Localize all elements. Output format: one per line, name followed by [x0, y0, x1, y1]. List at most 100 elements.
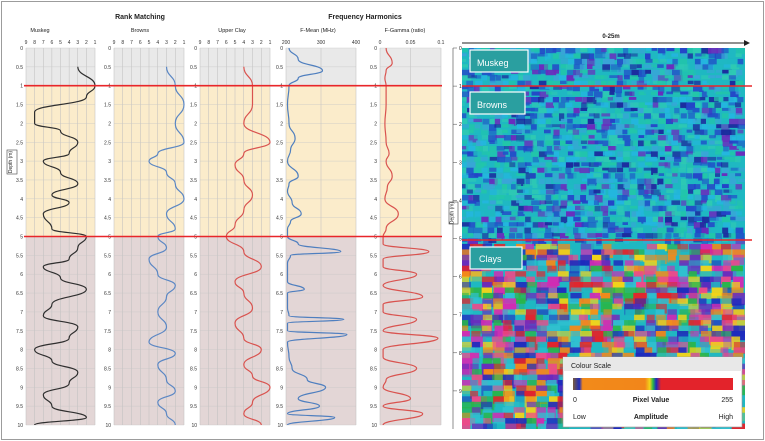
- radargram-cell: [489, 140, 498, 144]
- radargram-cell: [530, 216, 541, 222]
- radargram-cell: [509, 80, 516, 86]
- radargram-cell: [497, 151, 506, 159]
- radargram-cell: [471, 331, 481, 338]
- radargram-cell: [631, 69, 642, 77]
- radargram-cell: [523, 184, 530, 188]
- radargram-cell: [581, 238, 587, 244]
- radargram-cell: [472, 303, 487, 311]
- radargram-cell: [721, 303, 732, 314]
- y-tick-label: 2: [280, 121, 283, 127]
- radargram-cell: [566, 222, 573, 227]
- radargram-cell: [539, 162, 547, 167]
- radargram-cell: [489, 167, 497, 172]
- radargram-tick-label: 5: [459, 237, 462, 243]
- radargram-cell: [657, 97, 667, 103]
- svg-text:Depth (m): Depth (m): [8, 151, 14, 174]
- radargram-cell: [602, 233, 609, 238]
- radargram-cell: [698, 314, 712, 325]
- radargram-cell: [629, 173, 636, 180]
- radargram-cell: [515, 331, 525, 337]
- x-tick-label: 6: [225, 40, 228, 46]
- radargram-cell: [482, 314, 499, 322]
- rank-matching-title: Rank Matching: [115, 14, 165, 21]
- radargram-cell: [525, 80, 533, 86]
- radargram-cell: [515, 336, 530, 346]
- radargram-cell: [716, 200, 726, 205]
- radargram-cell: [466, 211, 474, 218]
- radargram-cell: [623, 151, 630, 158]
- radargram-cell: [589, 260, 606, 271]
- radargram-cell: [544, 211, 553, 217]
- radargram-cell: [692, 124, 702, 131]
- radargram-cell: [581, 162, 591, 167]
- radargram-cell: [483, 369, 494, 379]
- radargram-cell: [525, 167, 532, 173]
- radargram-cell: [680, 189, 689, 197]
- radargram-cell: [686, 97, 696, 100]
- radargram-cell: [710, 347, 724, 358]
- radargram-cell: [692, 48, 701, 53]
- radargram-cell: [667, 254, 676, 263]
- radargram-cell: [559, 303, 568, 312]
- radargram-cell: [638, 189, 649, 197]
- radargram-cell: [462, 352, 475, 360]
- radargram-cell: [728, 97, 737, 105]
- radargram-cell: [567, 189, 574, 197]
- radargram-cell: [616, 167, 624, 173]
- radargram-cell: [487, 227, 495, 235]
- radargram-cell: [480, 211, 487, 219]
- radargram-cell: [646, 243, 661, 253]
- radargram-cell: [622, 97, 628, 104]
- radargram-cell: [723, 189, 733, 193]
- radargram-cell: [513, 369, 530, 376]
- y-tick-label: 6: [108, 272, 111, 278]
- y-tick-label: 0: [280, 46, 283, 52]
- y-tick-label: 1.5: [276, 103, 283, 109]
- radargram-cell: [700, 97, 706, 101]
- radargram-cell: [651, 195, 658, 202]
- radargram-cell: [594, 97, 601, 100]
- radargram-cell: [728, 58, 737, 63]
- radargram-cell: [655, 336, 668, 346]
- radargram-cell: [482, 309, 492, 319]
- radargram-cell: [494, 86, 501, 93]
- radargram-cell: [701, 347, 711, 356]
- x-tick-label: 300: [317, 40, 326, 46]
- radargram-cell: [706, 91, 712, 96]
- radargram-cell: [693, 222, 704, 229]
- radargram-cell: [539, 48, 546, 55]
- radargram-cell: [615, 48, 622, 51]
- radargram-cell: [711, 298, 721, 308]
- radargram-cell: [668, 336, 683, 345]
- radargram-cell: [652, 233, 663, 239]
- radargram-cell: [629, 129, 638, 134]
- y-tick-label: 3.5: [276, 178, 283, 184]
- radargram-cell: [509, 227, 518, 233]
- radargram-cell: [694, 129, 705, 135]
- radargram-cell: [658, 129, 664, 134]
- radargram-cell: [668, 325, 679, 333]
- radargram-cell: [601, 135, 607, 139]
- radargram-cell: [638, 140, 645, 147]
- radargram-cell: [467, 200, 477, 204]
- radargram-tick-label: 0: [459, 46, 462, 52]
- radargram-cell: [509, 86, 517, 89]
- radargram-cell: [546, 205, 555, 214]
- radargram-cell: [679, 107, 686, 111]
- radargram-cell: [665, 331, 678, 342]
- radargram-cell: [526, 418, 541, 429]
- x-tick-label: 2: [260, 40, 263, 46]
- radargram-cell: [546, 80, 553, 86]
- radargram-cell: [621, 162, 632, 168]
- radargram-cell: [567, 178, 576, 185]
- radargram-cell: [573, 173, 584, 181]
- radargram-cell: [651, 135, 662, 138]
- radargram-cell: [547, 254, 558, 262]
- radargram-cell: [689, 249, 701, 259]
- y-tick-label: 7: [280, 310, 283, 316]
- radargram-cell: [609, 75, 620, 78]
- radargram-cell: [607, 167, 617, 173]
- radargram-cell: [680, 173, 686, 177]
- radargram-cell: [666, 58, 673, 64]
- radargram-cell: [545, 227, 554, 234]
